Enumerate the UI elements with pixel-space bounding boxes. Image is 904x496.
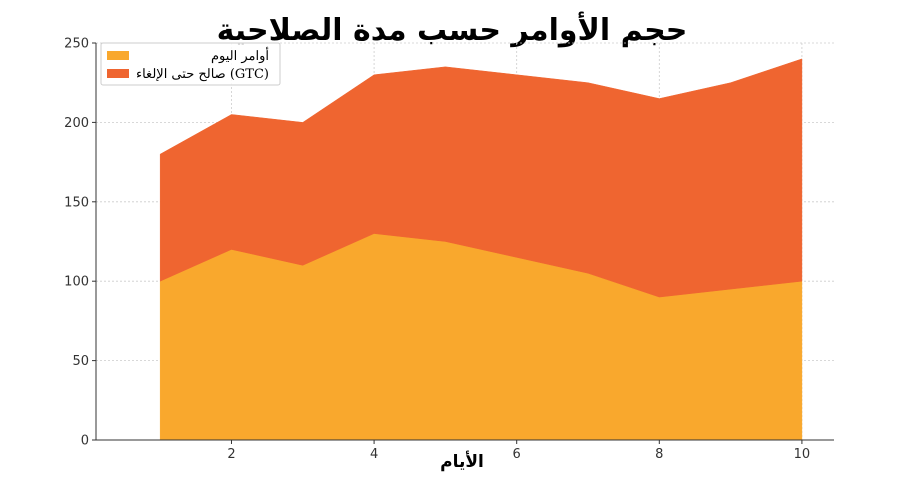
y-tick-label: 50 [72, 354, 89, 369]
legend-swatch-gtc [107, 69, 129, 78]
x-tick-label: 6 [513, 447, 521, 462]
x-tick-label: 8 [655, 447, 663, 462]
y-tick-label: 100 [64, 275, 89, 290]
x-tick-label: 4 [370, 447, 378, 462]
area-layer [159, 58, 803, 441]
y-tick-label: 200 [64, 116, 89, 131]
x-tick-label: 10 [794, 447, 811, 462]
x-axis-label: الأيام [440, 451, 484, 472]
legend-swatch-day-orders [107, 51, 129, 60]
legend-box [100, 42, 281, 86]
y-tick-label: 250 [64, 37, 89, 52]
legend: أوامر اليوم صالح حتى الإلغاء (GTC) [100, 42, 281, 86]
legend-label-day-orders: أوامر اليوم [211, 47, 269, 64]
chart-title: حجم الأوامر حسب مدة الصلاحية [217, 11, 688, 48]
axis-layer: 0 50 100 150 200 250 2 4 6 8 10 [64, 37, 834, 462]
x-tick-label: 2 [227, 447, 235, 462]
legend-label-gtc: صالح حتى الإلغاء (GTC) [136, 67, 269, 82]
area-series-1 [159, 58, 803, 298]
y-tick-label: 0 [81, 434, 89, 449]
y-tick-label: 150 [64, 195, 89, 210]
